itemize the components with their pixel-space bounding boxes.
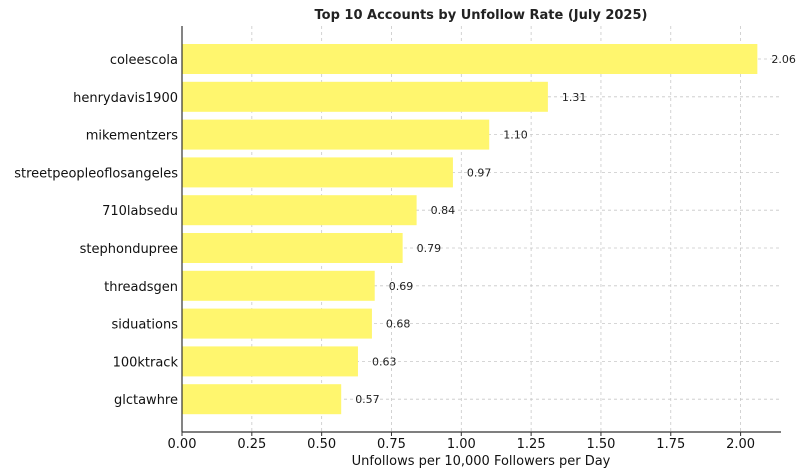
- category-label-stephondupree: stephondupree: [80, 242, 178, 257]
- category-label-streetpeopleoflosangeles: streetpeopleoflosangeles: [14, 166, 178, 181]
- bar-siduations: [182, 308, 372, 339]
- x-tick-label: 0.50: [307, 437, 336, 452]
- value-label-mikementzers: 1.10: [503, 129, 527, 142]
- value-label-henrydavis1900: 1.31: [562, 91, 587, 104]
- x-tick-label: 0.00: [168, 437, 197, 452]
- x-tick-label: 1.50: [586, 437, 615, 452]
- category-label-glctawhre: glctawhre: [114, 393, 178, 408]
- axes: [181, 26, 781, 433]
- x-tick-label: 2.00: [726, 437, 755, 452]
- bar-henrydavis1900: [182, 81, 548, 112]
- chart-title: Top 10 Accounts by Unfollow Rate (July 2…: [315, 8, 648, 23]
- value-label-streetpeopleoflosangeles: 0.97: [467, 166, 492, 179]
- category-label-mikementzers: mikementzers: [86, 129, 179, 144]
- value-label-siduations: 0.68: [386, 318, 411, 331]
- bar-mikementzers: [182, 119, 490, 150]
- value-label-stephondupree: 0.79: [417, 242, 442, 255]
- bar-710labsedu: [182, 195, 417, 226]
- value-label-glctawhre: 0.57: [355, 393, 380, 406]
- value-label-coleescola: 2.06: [771, 53, 796, 66]
- bars: [182, 44, 758, 415]
- value-label-710labsedu: 0.84: [431, 204, 456, 217]
- value-label-100ktrack: 0.63: [372, 355, 397, 368]
- category-label-henrydavis1900: henrydavis1900: [73, 91, 178, 106]
- category-label-siduations: siduations: [111, 318, 178, 333]
- x-tick-label: 0.75: [377, 437, 406, 452]
- value-label-threadsgen: 0.69: [389, 280, 414, 293]
- category-labels: coleescola henrydavis1900 mikementzers stre…: [14, 53, 178, 408]
- x-ticks: 0.00 0.25 0.50 0.75 1.00 1.25 1.50 1.75 2.00: [168, 432, 755, 452]
- bar-stephondupree: [182, 233, 403, 263]
- x-tick-label: 1.75: [656, 437, 685, 452]
- category-label-710labsedu: 710labsedu: [102, 204, 178, 219]
- category-label-threadsgen: threadsgen: [104, 280, 178, 295]
- x-tick-label: 0.25: [237, 437, 266, 452]
- category-label-100ktrack: 100ktrack: [113, 355, 179, 370]
- bar-100ktrack: [182, 346, 358, 377]
- value-labels: 2.06 1.31 1.10 0.97 0.84 0.79 0.69 0.68 0.63 0.57: [355, 53, 796, 406]
- x-axis-label: Unfollows per 10,000 Followers per Day: [352, 454, 611, 469]
- bar-threadsgen: [182, 270, 375, 301]
- category-label-coleescola: coleescola: [110, 53, 178, 68]
- x-tick-label: 1.00: [447, 437, 476, 452]
- x-tick-label: 1.25: [517, 437, 546, 452]
- bar-coleescola: [182, 44, 758, 74]
- bar-glctawhre: [182, 384, 342, 415]
- bar-streetpeopleoflosangeles: [182, 157, 453, 188]
